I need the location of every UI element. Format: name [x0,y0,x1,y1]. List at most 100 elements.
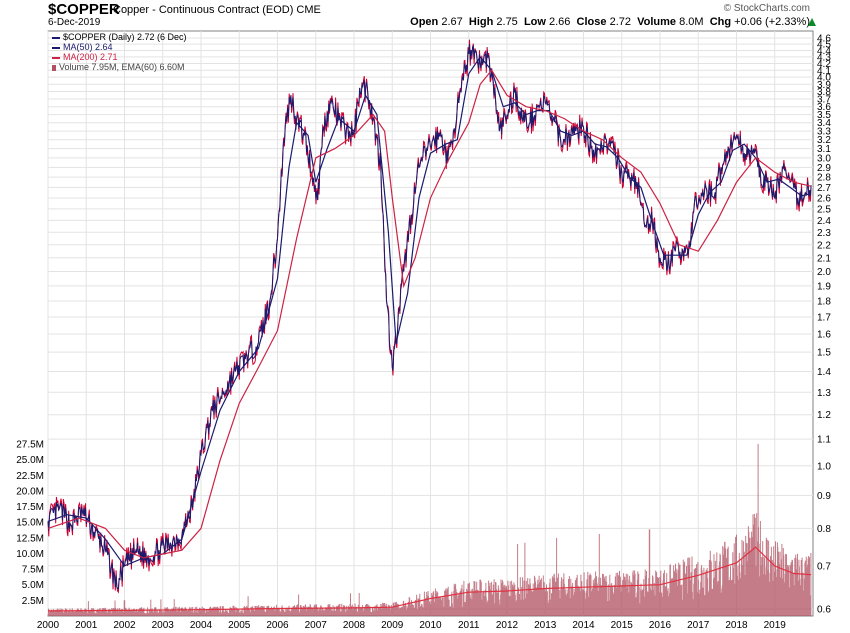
year-tick-label: 2006 [266,620,289,631]
year-tick-label: 2001 [75,620,98,631]
price-tick-label: 3.1 [817,144,831,155]
volume-tick-label: 25.0M [16,455,44,466]
price-tick-label: 1.1 [817,435,831,446]
low-label: Low [523,16,546,28]
year-tick-label: 2017 [687,620,710,631]
year-tick-label: 2002 [113,620,136,631]
price-tick-label: 2.0 [817,267,831,278]
high-value: 2.75 [496,16,518,28]
price-tick-label: 0.9 [817,491,831,502]
price-tick-label: 3.9 [817,80,831,91]
year-tick-label: 2008 [343,620,366,631]
price-tick-label: 4.4 [817,46,831,57]
year-tick-label: 2009 [381,620,404,631]
price-line [47,44,812,590]
legend-ma50: MA(50) 2.64 [52,42,113,52]
price-tick-label: 1.8 [817,297,831,308]
price-tick-label: 4.0 [817,73,831,84]
brand-watermark[interactable]: © StockCharts.com [723,3,810,14]
price-tick-label: 1.6 [817,330,831,341]
change-value: +0.06 (+2.33%) [734,16,810,28]
year-tick-label: 2018 [725,620,748,631]
price-tick-label: 4.5 [817,40,831,51]
price-tick-label: 3.0 [817,153,831,164]
volume-tick-label: 20.0M [16,486,44,497]
ma200-line [47,69,812,559]
year-tick-label: 2000 [37,620,60,631]
price-tick-label: 2.1 [817,253,831,264]
year-tick-label: 2003 [152,620,175,631]
year-tick-label: 2007 [305,620,328,631]
volume-tick-label: 15.0M [16,518,44,529]
volume-tick-label: 22.5M [16,471,44,482]
low-value: 2.66 [549,16,571,28]
grid [47,31,813,616]
volume-tick-label: 17.5M [16,502,44,513]
year-tick-label: 2014 [572,620,595,631]
price-tick-label: 1.9 [817,281,831,292]
price-tick-label: 1.5 [817,348,831,359]
volume-tick-label: 27.5M [16,440,44,451]
price-tick-label: 1.7 [817,313,831,324]
volume-tick-label: 10.0M [16,549,44,560]
price-tick-label: 4.1 [817,66,831,77]
legend-price: $COPPER (Daily) 2.72 (6 Dec) [52,32,187,42]
price-tick-label: 1.3 [817,388,831,399]
volume-bar-path [47,444,812,616]
year-tick-label: 2012 [496,620,519,631]
price-tick-label: 1.0 [817,461,831,472]
volume-bars [47,444,812,616]
price-tick-label: 1.4 [817,367,831,378]
axis-ticks: 0.6 0.7 0.8 0.9 1.0 1.1 1.2 1.3 1.4 1.5 1.6 1.7 1.8 1… [16,34,831,632]
price-tick-label: 0.6 [817,605,831,616]
year-tick-label: 2015 [611,620,634,631]
volume-label: Volume [637,16,677,28]
price-tick-label: 3.7 [817,95,831,106]
quote-bar: Open 2.67 High 2.75 Low 2.66 Close 2.72 … [410,16,810,28]
year-tick-label: 2005 [228,620,251,631]
chart-instrument-name: Copper - Continuous Contract (EOD) CME [113,4,321,16]
ma50-line [47,55,812,567]
up-arrow-icon [808,18,816,26]
price-tick-label: 4.6 [817,34,831,45]
price-tick-label: 2.8 [817,173,831,184]
chart-date: 6-Dec-2019 [48,17,101,28]
price-tick-label: 3.6 [817,102,831,113]
volume-value: 8.0M [679,16,704,28]
high-label: High [468,16,494,28]
legend-price-text: $COPPER (Daily) 2.72 (6 Dec) [63,32,187,42]
price-tick-label: 4.2 [817,59,831,70]
volume-tick-label: 2.5M [22,596,44,607]
year-tick-label: 2013 [534,620,557,631]
price-tick-label: 2.3 [817,228,831,239]
year-tick-label: 2019 [764,620,787,631]
close-label: Close [576,16,607,28]
price-tick-label: 0.7 [817,561,831,572]
price-tick-label: 2.4 [817,216,831,227]
legend-volume: Volume 7.95M, EMA(60) 6.60M [52,62,185,72]
volume-tick-label: 7.5M [22,565,44,576]
price-tick-label: 4.3 [817,52,831,63]
year-tick-label: 2011 [458,620,480,631]
price-tick-label: 3.3 [817,127,831,138]
price-tick-label: 3.2 [817,135,831,146]
chart-symbol: $COPPER [48,1,120,18]
open-label: Open [410,16,439,28]
year-tick-label: 2004 [190,620,213,631]
price-tick-label: 2.9 [817,163,831,174]
price-tick-label: 2.2 [817,240,831,251]
price-tick-label: 2.6 [817,193,831,204]
volume-tick-label: 12.5M [16,533,44,544]
change-label: Chg [709,16,732,28]
legend-volume-text: Volume 7.95M, EMA(60) 6.60M [59,62,185,72]
year-tick-label: 2010 [419,620,442,631]
volume-ema-line [47,546,812,612]
year-tick-label: 2016 [649,620,672,631]
legend-ma200: MA(200) 2.71 [52,52,118,62]
legend-ma50-text: MA(50) 2.64 [63,42,113,52]
price-tick-label: 3.5 [817,110,831,121]
price-tick-label: 3.4 [817,118,831,129]
close-value: 2.72 [609,16,631,28]
price-tick-label: 3.8 [817,87,831,98]
